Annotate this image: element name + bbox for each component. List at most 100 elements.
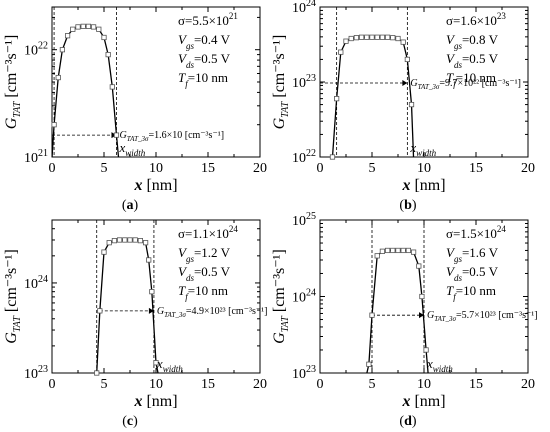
y-axis-label: GTAT [cm⁻³s⁻¹]: [3, 35, 23, 130]
parameter-label: Vgs=1.6 V: [446, 245, 499, 264]
data-point: [395, 247, 401, 254]
data-point: [374, 253, 380, 259]
arrow-head: [402, 79, 408, 86]
data-point: [70, 26, 76, 32]
data-point: [113, 132, 120, 138]
data-point: [334, 96, 340, 102]
data-point: [369, 34, 375, 40]
parameter-label: σ=1.5×1024: [446, 224, 506, 241]
y-tick-label: 1024: [24, 274, 48, 292]
data-point: [101, 249, 107, 255]
arrow-head: [419, 312, 424, 319]
data-point: [117, 237, 123, 243]
data-point: [379, 34, 386, 40]
y-tick-label: 1024: [292, 0, 316, 16]
y-tick-label: 1025: [292, 211, 316, 229]
panel-label: (a): [122, 198, 139, 213]
y-tick-label: 1023: [24, 364, 48, 382]
x-axis-label: x [nm]: [133, 177, 177, 194]
data-point: [390, 247, 396, 254]
chart-panel-3: 0 5 10 15 20 1023 1024 x [nm] GTAT [cm⁻³s⁻¹] σ=1.…: [3, 219, 268, 429]
threshold-annotation: GTAT_3σ=9.7×10²² [cm⁻³s⁻¹]: [410, 78, 521, 91]
x-tick-label: 10: [417, 161, 431, 176]
parameter-label: σ=1.1×1024: [178, 224, 238, 241]
x-tick-label: 5: [101, 161, 108, 176]
data-point: [343, 38, 349, 44]
data-point: [91, 24, 97, 30]
parameter-label: Tf=10 nm: [178, 283, 228, 302]
data-point: [65, 33, 71, 39]
data-point: [101, 34, 107, 41]
threshold-annotation: GTAT_3σ=4.9×10²³ [cm⁻³s⁻¹]: [157, 306, 268, 319]
y-axis-label: GTAT [cm⁻³s⁻¹]: [271, 249, 291, 344]
data-point: [353, 35, 360, 41]
y-tick-label: 1022: [24, 41, 48, 59]
data-point: [59, 47, 66, 53]
data-point: [358, 34, 365, 40]
data-point: [75, 24, 81, 30]
x-tick-label: 5: [369, 161, 376, 176]
x-tick-label: 15: [469, 377, 483, 392]
data-point: [137, 238, 143, 244]
y-tick-label: 1021: [24, 148, 48, 166]
panel-label: (d): [399, 414, 416, 429]
width-label: xwidth: [409, 140, 436, 158]
x-tick-label: 20: [521, 377, 535, 392]
x-tick-label: 15: [469, 161, 483, 176]
data-point: [369, 312, 375, 318]
data-point: [146, 257, 152, 263]
data-point: [127, 237, 133, 243]
data-point: [348, 35, 354, 42]
threshold-annotation: GTAT_3σ=1.6×10 [cm⁻³s⁻¹]: [119, 130, 224, 143]
data-point: [384, 34, 391, 40]
x-tick-label: 10: [149, 377, 163, 392]
parameter-label: Tf=10 nm: [446, 70, 496, 89]
x-tick-label: 0: [49, 377, 56, 392]
x-tick-label: 15: [201, 377, 215, 392]
width-label: xwidth: [118, 140, 145, 158]
x-tick-label: 0: [317, 161, 324, 176]
data-point: [55, 74, 61, 81]
x-axis-label: x [nm]: [401, 393, 445, 410]
y-tick-label: 1023: [292, 73, 316, 91]
x-axis-label: x [nm]: [401, 177, 445, 194]
data-line-tail: [115, 135, 120, 158]
x-tick-label: 0: [317, 377, 324, 392]
y-axis-label: GTAT [cm⁻³s⁻¹]: [3, 249, 23, 344]
parameter-label: Vgs=0.8 V: [446, 32, 499, 51]
data-point: [106, 240, 112, 246]
x-tick-label: 10: [417, 377, 431, 392]
data-point: [338, 49, 344, 55]
panel-label: (b): [399, 198, 416, 213]
arrow-head: [148, 307, 154, 314]
parameter-label: Vds=0.5 V: [178, 51, 231, 70]
data-point: [105, 52, 111, 58]
data-point: [94, 370, 100, 376]
data-point: [366, 361, 372, 367]
data-point: [153, 360, 159, 366]
data-point: [405, 247, 412, 254]
parameter-label: Tf=10 nm: [178, 70, 228, 89]
data-point: [364, 34, 370, 40]
x-tick-label: 20: [253, 377, 267, 392]
data-point: [408, 101, 415, 108]
data-point: [416, 263, 422, 269]
data-point: [109, 84, 115, 90]
width-label: xwidth: [156, 356, 183, 374]
parameter-label: Vgs=1.2 V: [178, 245, 231, 264]
data-point: [423, 347, 429, 353]
y-tick-label: 1023: [292, 364, 316, 382]
parameter-label: Tf=10 nm: [446, 283, 496, 302]
x-tick-label: 10: [149, 161, 163, 176]
data-point: [404, 56, 410, 63]
plot-frame: [51, 219, 261, 374]
data-line-tail: [51, 124, 55, 158]
data-point: [142, 240, 149, 246]
x-tick-label: 5: [101, 377, 108, 392]
x-tick-label: 15: [201, 161, 215, 176]
y-tick-label: 1022: [292, 148, 316, 166]
data-point: [122, 237, 128, 243]
x-tick-label: 20: [253, 161, 267, 176]
data-point: [97, 308, 103, 314]
data-point: [395, 35, 401, 42]
